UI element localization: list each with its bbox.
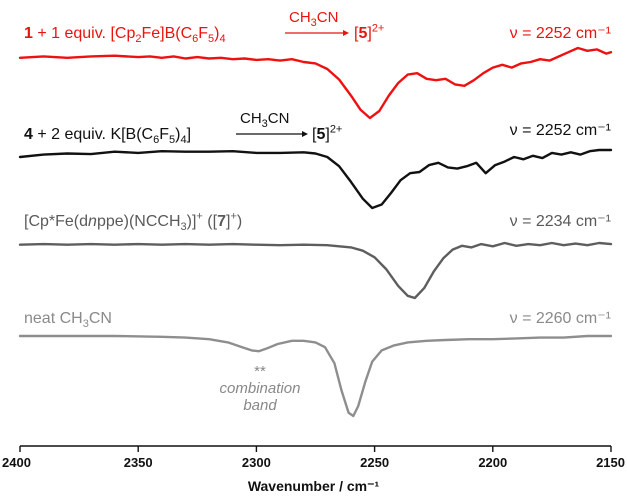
x-tick-label: 2200 bbox=[478, 455, 508, 470]
complex-text: ppe)(NCCH bbox=[96, 213, 181, 230]
subscript: 6 bbox=[153, 134, 160, 147]
subscript: 3 bbox=[82, 318, 89, 331]
solvent-text: CH bbox=[289, 9, 311, 26]
arrow-head-1 bbox=[343, 30, 349, 36]
reagent-1-text: ) bbox=[214, 25, 220, 42]
subscript: 5 bbox=[208, 33, 215, 46]
subscript: 6 bbox=[192, 33, 199, 46]
compound-4-number: 4 bbox=[24, 126, 33, 143]
arrow-1-solvent: CH3CN bbox=[289, 9, 339, 29]
solvent-text: CN bbox=[316, 9, 339, 26]
series-1-peak-label: ν = 2252 cm⁻¹ bbox=[509, 25, 611, 42]
solvent-text: CN bbox=[88, 310, 112, 327]
product-2-label: [5]2+ bbox=[312, 123, 343, 143]
subscript: 4 bbox=[180, 134, 187, 147]
annotation-line-2: band bbox=[243, 397, 277, 415]
charge-superscript: 2+ bbox=[371, 22, 385, 35]
annotation-line-1: combination bbox=[219, 380, 301, 397]
series-3-label: [Cp*Fe(dnppe)(NCCH3)]+ ([7]+) bbox=[24, 210, 243, 234]
series-2-peak-label: ν = 2252 cm⁻¹ bbox=[509, 122, 611, 139]
reagent-2-text: F bbox=[159, 126, 170, 143]
reagent-2-text: ] bbox=[186, 126, 192, 143]
x-axis-label: Wavenumber / cm⁻¹ bbox=[247, 478, 380, 494]
combination-band-marker: ** bbox=[254, 363, 266, 380]
solvent-text: neat CH bbox=[24, 310, 83, 327]
spectrum-line-2 bbox=[18, 148, 613, 210]
bracket: [ bbox=[354, 25, 359, 42]
series-2-label: 4 + 2 equiv. K[B(C6F5)4] bbox=[24, 126, 192, 147]
compound-7-number: 7 bbox=[217, 213, 226, 230]
series-4-label: neat CH3CN bbox=[24, 310, 112, 331]
spectrum-line-3 bbox=[18, 241, 613, 300]
arrow-head-2 bbox=[302, 131, 308, 137]
complex-text: [Cp*Fe(d bbox=[24, 213, 89, 230]
complex-text: ([ bbox=[202, 213, 218, 230]
charge-superscript: + bbox=[196, 210, 203, 223]
reagent-1-text: Fe]B(C bbox=[141, 25, 193, 42]
series-3-peak-label: ν = 2234 cm⁻¹ bbox=[509, 213, 611, 230]
spectrum-line-4 bbox=[18, 334, 613, 418]
x-tick-label: 2300 bbox=[241, 455, 271, 470]
complex-text: ) bbox=[236, 213, 243, 230]
series-4-peak-label: ν = 2260 cm⁻¹ bbox=[509, 310, 611, 327]
reagent-1-text: + 1 equiv. [Cp bbox=[32, 25, 136, 42]
spectrum-line-1 bbox=[18, 46, 613, 120]
compound-1-number: 1 bbox=[24, 25, 33, 42]
arrow-2-solvent: CH3CN bbox=[240, 110, 290, 130]
solvent-text: CH bbox=[240, 110, 262, 127]
x-tick-label: 2250 bbox=[360, 455, 390, 470]
subscript: 4 bbox=[219, 33, 226, 46]
subscript: 5 bbox=[169, 134, 176, 147]
charge-superscript: 2+ bbox=[329, 123, 343, 136]
product-1-label: [5]2+ bbox=[354, 22, 385, 42]
x-tick-label: 2400 bbox=[2, 455, 31, 470]
charge-superscript: + bbox=[230, 210, 237, 223]
italic-n: n bbox=[88, 213, 97, 230]
bracket: [ bbox=[312, 126, 317, 143]
subscript: 3 bbox=[261, 118, 268, 130]
reagent-2-text: + 2 equiv. K[B(C bbox=[32, 126, 154, 143]
bracket: ] bbox=[367, 25, 372, 42]
spectra-traces bbox=[18, 46, 613, 418]
complex-text: )] bbox=[186, 213, 197, 230]
subscript: 3 bbox=[180, 221, 187, 234]
x-axis-ticks bbox=[19, 446, 612, 452]
subscript: 3 bbox=[310, 17, 317, 29]
series-1-label: 1 + 1 equiv. [Cp2Fe]B(C6F5)4 bbox=[24, 25, 226, 46]
compound-5-number: 5 bbox=[316, 126, 326, 143]
combination-band-annotation: combination band bbox=[200, 380, 320, 415]
x-tick-label: 2350 bbox=[123, 455, 153, 470]
complex-text: ] bbox=[225, 213, 231, 230]
solvent-text: CN bbox=[267, 110, 290, 127]
bracket: ] bbox=[325, 126, 330, 143]
x-tick-label: 2150 bbox=[596, 455, 625, 470]
compound-5-number: 5 bbox=[358, 25, 368, 42]
reagent-2-text: ) bbox=[175, 126, 181, 143]
reagent-1-text: F bbox=[198, 25, 209, 42]
subscript: 2 bbox=[135, 33, 142, 46]
